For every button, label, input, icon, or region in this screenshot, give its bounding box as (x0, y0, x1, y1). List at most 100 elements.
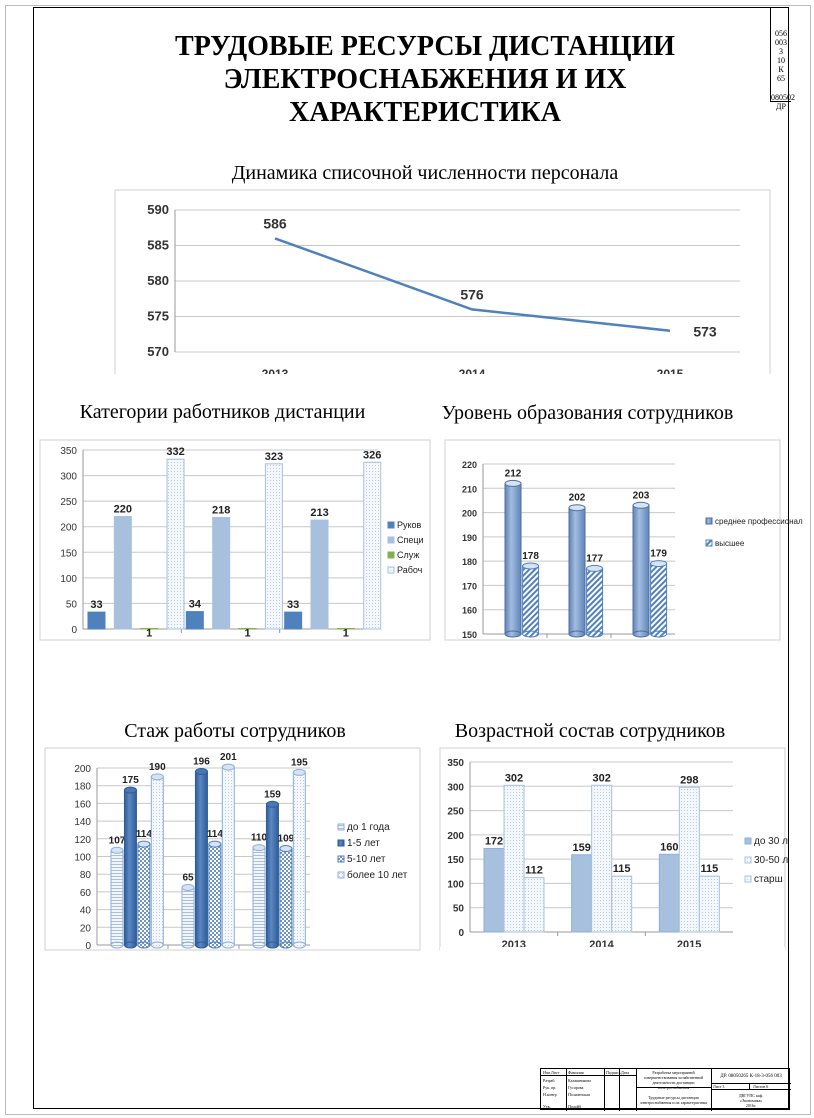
y-tick-label: 300 (60, 472, 77, 483)
data-label: 112 (525, 865, 543, 877)
data-label: 115 (613, 863, 631, 875)
data-label: 115 (700, 863, 718, 875)
legend-label: Служ (397, 550, 419, 560)
bar (571, 854, 593, 933)
chart-title-education: Уровень образования сотрудников (441, 402, 734, 424)
tb-header: Подпись (606, 1070, 621, 1075)
bar (238, 627, 257, 630)
y-tick-label: 150 (60, 548, 77, 559)
y-tick-label: 160 (462, 606, 477, 616)
data-label: 213 (310, 507, 328, 519)
bar-top (522, 562, 540, 570)
bar (221, 766, 235, 946)
bar (336, 627, 355, 630)
legend-label: более 10 лет (347, 869, 408, 881)
stamp-line: 080502 (771, 93, 795, 102)
page-title: ТРУДОВЫЕ РЕСУРСЫ ДИСТАНЦИИ ЭЛЕКТРОСНАБЖЕ… (175, 31, 675, 128)
page-frame (33, 7, 789, 1109)
data-label: 33 (90, 599, 102, 611)
legend-swatch (387, 566, 395, 574)
data-label: 175 (122, 775, 139, 786)
y-tick-label: 0 (71, 625, 77, 636)
data-label: 114 (207, 829, 224, 840)
clip-cover (440, 947, 785, 959)
legend-label: Рабоч (397, 565, 423, 575)
chart-frame (444, 439, 781, 641)
y-tick-label: 210 (462, 484, 477, 494)
bar-base (221, 941, 235, 949)
y-tick-label: 50 (453, 904, 465, 915)
legend-swatch (337, 871, 345, 879)
legend-swatch (744, 856, 752, 864)
y-tick-label: 20 (80, 923, 92, 934)
data-label: 33 (287, 599, 299, 611)
data-label: 34 (189, 599, 202, 611)
y-tick-label: 100 (74, 853, 91, 864)
tb-sheets: Листов 6 (753, 1084, 769, 1089)
tb-role: Рук. пр. (543, 1085, 557, 1090)
bar (591, 784, 613, 933)
bar-base (504, 630, 522, 638)
bar-top (568, 504, 586, 512)
tb-header: Изм.Лист (543, 1070, 560, 1075)
data-label: 177 (586, 553, 603, 564)
bar-top (123, 786, 137, 794)
bar (586, 567, 604, 635)
y-tick-label: 160 (74, 799, 91, 810)
data-label: 218 (212, 505, 230, 517)
stamp-line: 65 (777, 74, 785, 83)
side-stamp: 056 003 3 10 К 65 080502 ДР (770, 7, 795, 111)
y-tick-label: 80 (80, 870, 92, 881)
legend-swatch (337, 823, 345, 831)
legend-label: высшее (715, 539, 745, 548)
chart-education: 150 160 170 180 190 200 210 220 212 202 203 среднее… (444, 439, 803, 641)
y-tick-label: 50 (66, 599, 78, 610)
chart-title-age: Возрастной состав сотрудников (454, 720, 726, 742)
data-label: 110 (251, 833, 268, 844)
bar-base (110, 941, 124, 949)
bar (140, 627, 159, 630)
data-label: 202 (569, 493, 586, 504)
data-label: 1 (146, 627, 152, 639)
data-label: 323 (265, 451, 283, 463)
data-label: 302 (505, 772, 523, 784)
bar (658, 853, 680, 933)
bar-base (208, 941, 222, 949)
legend-label: 1-5 лет (347, 838, 380, 849)
bar-top (279, 845, 293, 853)
title-block: Изм.Лист Фамилия Подпись Дата Разраб. Ка… (540, 1068, 791, 1111)
data-label: 326 (363, 449, 381, 461)
y-tick-label: 570 (147, 344, 169, 359)
legend-label: среднее профессионал (715, 517, 803, 526)
stamp-line: 056 003 (775, 29, 787, 47)
y-tick-label: 120 (74, 835, 91, 846)
legend-label: до 1 года (347, 822, 390, 833)
y-tick-label: 180 (74, 782, 91, 793)
y-tick-label: 350 (447, 758, 464, 769)
data-label: 160 (660, 841, 678, 853)
legend-label: 30-50 л (754, 855, 788, 866)
tb-name: Поляченская (568, 1092, 590, 1097)
stamp-line: К (778, 65, 784, 74)
bar (194, 771, 208, 946)
data-label: 190 (149, 762, 166, 773)
tb-sheet-title: Трудовые ресурсы дистанции электроснабже… (639, 1095, 708, 1105)
y-tick-label: 220 (462, 460, 477, 470)
y-tick-label: 250 (60, 497, 77, 508)
bar (650, 563, 668, 635)
tb-name: Подойб (568, 1104, 581, 1109)
bar (522, 565, 540, 635)
bar (87, 611, 106, 630)
legend-swatch (387, 521, 395, 529)
bar-top (181, 883, 195, 891)
chart-title-headcount: Динамика списочной численности персонала (231, 162, 619, 184)
bar (208, 843, 222, 946)
clip-cover (114, 374, 774, 384)
y-tick-label: 580 (147, 273, 169, 288)
bar (264, 463, 283, 630)
legend-label: Руков (397, 520, 422, 530)
legend-swatch (705, 539, 713, 547)
stamp-line: 3 (779, 47, 783, 56)
y-tick-label: 300 (447, 782, 464, 793)
